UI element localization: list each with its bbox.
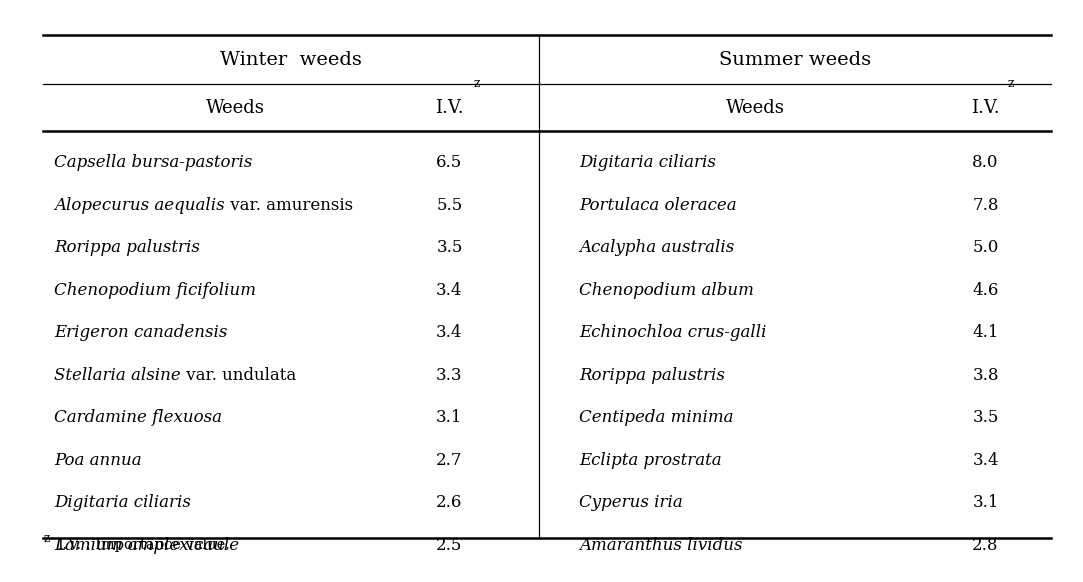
Text: 3.1: 3.1: [973, 494, 999, 512]
Text: 3.8: 3.8: [973, 367, 999, 384]
Text: Chenopodium ficifolium: Chenopodium ficifolium: [54, 282, 257, 299]
Text: 3.3: 3.3: [436, 367, 462, 384]
Text: Eclipta prostrata: Eclipta prostrata: [579, 452, 722, 469]
Text: 3.4: 3.4: [436, 282, 462, 299]
Text: Digitaria ciliaris: Digitaria ciliaris: [54, 494, 191, 512]
Text: I.V. : Importance value.: I.V. : Importance value.: [58, 538, 231, 552]
Text: 6.5: 6.5: [436, 154, 462, 172]
Text: Alopecurus aequalis: Alopecurus aequalis: [54, 197, 225, 214]
Text: I.V.: I.V.: [435, 99, 464, 116]
Text: Rorippa palustris: Rorippa palustris: [54, 239, 200, 257]
Text: Summer weeds: Summer weeds: [719, 51, 871, 69]
Text: 2.8: 2.8: [973, 537, 999, 554]
Text: 5.0: 5.0: [973, 239, 999, 257]
Text: Winter  weeds: Winter weeds: [220, 51, 363, 69]
Text: 3.4: 3.4: [973, 452, 999, 469]
Text: z: z: [1007, 77, 1014, 90]
Text: 8.0: 8.0: [973, 154, 999, 172]
Text: Portulaca oleracea: Portulaca oleracea: [579, 197, 738, 214]
Text: I.V.: I.V.: [971, 99, 1000, 116]
Text: var. undulata: var. undulata: [181, 367, 296, 384]
Text: Cardamine flexuosa: Cardamine flexuosa: [54, 409, 222, 427]
Text: 4.1: 4.1: [973, 324, 999, 342]
Text: Chenopodium album: Chenopodium album: [579, 282, 754, 299]
Text: 2.6: 2.6: [436, 494, 462, 512]
Text: var. amurensis: var. amurensis: [225, 197, 353, 214]
Text: Acalypha australis: Acalypha australis: [579, 239, 734, 257]
Text: Rorippa palustris: Rorippa palustris: [579, 367, 726, 384]
Text: Amaranthus lividus: Amaranthus lividus: [579, 537, 743, 554]
Text: 3.4: 3.4: [436, 324, 462, 342]
Text: Echinochloa crus-galli: Echinochloa crus-galli: [579, 324, 767, 342]
Text: Cyperus iria: Cyperus iria: [579, 494, 683, 512]
Text: 3.1: 3.1: [436, 409, 462, 427]
Text: 3.5: 3.5: [436, 239, 462, 257]
Text: z: z: [43, 532, 50, 545]
Text: Stellaria alsine: Stellaria alsine: [54, 367, 181, 384]
Text: 4.6: 4.6: [973, 282, 999, 299]
Text: Weeds: Weeds: [726, 99, 785, 116]
Text: Poa annua: Poa annua: [54, 452, 142, 469]
Text: Weeds: Weeds: [206, 99, 265, 116]
Text: Erigeron canadensis: Erigeron canadensis: [54, 324, 227, 342]
Text: 7.8: 7.8: [973, 197, 999, 214]
Text: Capsella bursa-pastoris: Capsella bursa-pastoris: [54, 154, 252, 172]
Text: 2.7: 2.7: [436, 452, 462, 469]
Text: Digitaria ciliaris: Digitaria ciliaris: [579, 154, 716, 172]
Text: 5.5: 5.5: [436, 197, 462, 214]
Text: z: z: [473, 77, 480, 90]
Text: Centipeda minima: Centipeda minima: [579, 409, 734, 427]
Text: Lamium amplexicaule: Lamium amplexicaule: [54, 537, 239, 554]
Text: 2.5: 2.5: [436, 537, 462, 554]
Text: 3.5: 3.5: [973, 409, 999, 427]
